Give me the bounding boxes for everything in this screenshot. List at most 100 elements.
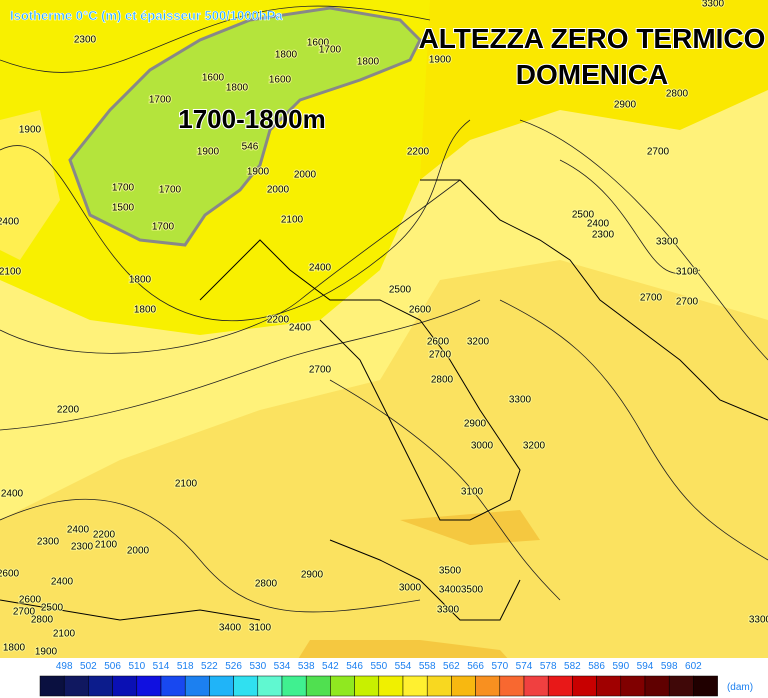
contour-label: 2500 (389, 285, 412, 296)
contour-label: 546 (242, 142, 259, 153)
contour-label: 1700 (112, 183, 135, 194)
colorbar-tick-label: 522 (201, 661, 218, 672)
colorbar-tick-label: 558 (419, 661, 436, 672)
contour-label: 3500 (439, 566, 462, 577)
contour-label: 1700 (159, 185, 182, 196)
title-line-2: DOMENICA (516, 59, 668, 90)
contour-label: 2800 (666, 89, 689, 100)
coastline (329, 539, 521, 621)
colorbar-tick-label: 506 (104, 661, 121, 672)
colorbar-cell (499, 675, 525, 697)
contour-label: 2100 (0, 267, 22, 278)
colorbar-cell (523, 675, 549, 697)
isoline (499, 299, 768, 561)
contour-label: 1900 (19, 125, 42, 136)
source-label: Isotherme 0°C (m) et épaisseur 500/1000h… (10, 8, 283, 23)
colorbar-cell (451, 675, 476, 697)
colorbar-cell (572, 675, 597, 697)
colorbar-tick-label: 526 (225, 661, 242, 672)
contour-label: 1700 (152, 222, 175, 233)
contour-label: 3000 (399, 583, 422, 594)
contour-label: 2700 (429, 350, 452, 361)
contour-label: 1700 (319, 45, 342, 56)
contour-label: 1700 (149, 95, 172, 106)
contour-label: 2100 (281, 215, 304, 226)
colorbar-tick-label: 518 (177, 661, 194, 672)
mild-area (0, 260, 768, 672)
contour-label: 3300 (749, 615, 768, 626)
warm-patch (400, 510, 540, 545)
colorbar-cell (620, 675, 646, 697)
contour-label: 2000 (127, 546, 150, 557)
contour-label: 1900 (35, 647, 58, 658)
contour-label: 1800 (357, 57, 380, 68)
contour-label: 2200 (93, 530, 116, 541)
contour-label: 3200 (523, 441, 546, 452)
contour-label: 3300 (656, 237, 679, 248)
colorbar-tick-label: 582 (564, 661, 581, 672)
colorbar-tick-label: 546 (346, 661, 363, 672)
coastline (199, 239, 521, 521)
contour-label: 2400 (51, 577, 74, 588)
colorbar-cell (693, 675, 718, 697)
contour-label: 2300 (37, 537, 60, 548)
contour-label: 1600 (269, 75, 292, 86)
contour-label: 2300 (74, 35, 97, 46)
contour-label: 2200 (57, 405, 80, 416)
colorbar-tick-label: 530 (249, 661, 266, 672)
colorbar-cell (644, 675, 670, 697)
contour-label: 2600 (427, 337, 450, 348)
colorbar-cell (426, 675, 452, 697)
contour-label: 3100 (249, 623, 272, 634)
colorbar-tick-label: 514 (153, 661, 170, 672)
colorbar-tick-label: 538 (298, 661, 315, 672)
contour-label: 2800 (31, 615, 54, 626)
colorbar-cell (184, 675, 210, 697)
colorbar-tick-label: 498 (56, 661, 73, 672)
colorbar-tick-label: 602 (685, 661, 702, 672)
isoline (0, 299, 481, 431)
contour-label: 2700 (309, 365, 332, 376)
isolines (0, 5, 768, 613)
contour-label: 2600 (409, 305, 432, 316)
isoline (559, 159, 701, 274)
colorbar: 498 502 506 510 514 518 522 526 530 534 538 542 546 5… (39, 661, 753, 697)
title-line-1: ALTEZZA ZERO TERMICO (419, 23, 766, 54)
contour-label: 1800 (134, 305, 157, 316)
contour-label: 1900 (429, 55, 452, 66)
colorbar-tick-label: 574 (516, 661, 533, 672)
coastline (420, 179, 768, 421)
colorbar-cell (209, 675, 234, 697)
contour-label: 2900 (464, 419, 487, 430)
isoline (519, 119, 768, 361)
colorbar-cell (63, 675, 89, 697)
pale-area (0, 110, 60, 260)
contour-label: 3200 (467, 337, 490, 348)
contour-label: 3500 (461, 585, 484, 596)
contour-label: 3100 (461, 487, 484, 498)
colorbar-tick-label: 590 (612, 661, 629, 672)
contour-label: 2800 (255, 579, 278, 590)
isotherm-area (68, 6, 422, 247)
contour-label: 1900 (247, 167, 270, 178)
colorbar-cell (281, 675, 307, 697)
contour-label: 1800 (129, 275, 152, 286)
contour-label: 1600 (202, 73, 225, 84)
colorbar-cell (257, 675, 283, 697)
contour-label: 2200 (267, 315, 290, 326)
contour-label: 2400 (289, 323, 312, 334)
contour-label: 1800 (3, 643, 26, 654)
isoline (329, 379, 561, 601)
contour-label: 3300 (702, 0, 725, 10)
contour-label: 2700 (676, 297, 699, 308)
contour-label: 3000 (471, 441, 494, 452)
colorbar-cell (112, 675, 138, 697)
contour-label: 3300 (509, 395, 532, 406)
contour-label: 2900 (301, 570, 324, 581)
colorbar-cell (305, 675, 331, 697)
colorbar-cell (354, 675, 380, 697)
contour-label: 2900 (614, 100, 637, 111)
contour-label: 2100 (53, 629, 76, 640)
warm-band-east (420, 0, 768, 180)
